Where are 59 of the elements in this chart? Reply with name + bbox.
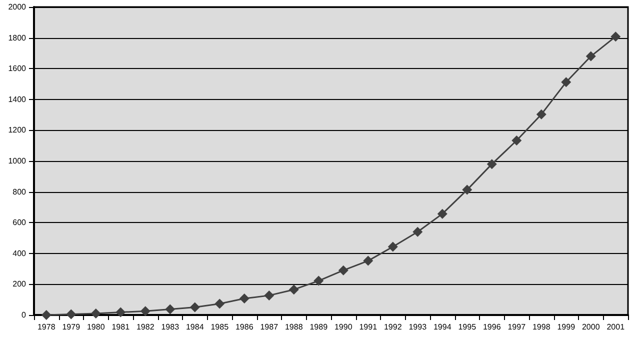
y-tick-label: 1000 [8, 156, 27, 166]
x-tick-label: 1980 [86, 322, 106, 332]
point [462, 184, 472, 195]
point [338, 265, 348, 276]
x-tick-label: 1994 [433, 322, 452, 332]
point [90, 308, 101, 318]
x-tick-label: 1991 [359, 322, 378, 332]
y-tick-label: 200 [12, 280, 27, 289]
x-tick-label: 1979 [62, 322, 81, 332]
x-tick-label: 2000 [582, 322, 600, 332]
y-tick-label: 0 [22, 310, 27, 320]
x-tick-label: 1997 [508, 322, 526, 332]
x-tick-label: 1998 [532, 322, 551, 332]
x-tick-label: 1984 [186, 322, 204, 332]
point [561, 77, 572, 88]
x-tick-label: 1987 [260, 322, 279, 332]
point [190, 302, 200, 312]
x-tick-label: 1981 [112, 322, 130, 332]
y-tick-label: 1400 [8, 94, 27, 104]
y-tick-label: 800 [12, 187, 27, 196]
y-tick-label: 2000 [8, 2, 27, 12]
point [512, 136, 522, 146]
point [314, 276, 324, 286]
x-tick-label: 1982 [136, 322, 155, 332]
y-tick-label: 1200 [8, 126, 27, 135]
y-tick-label: 1600 [8, 64, 27, 74]
y-tick-label: 400 [12, 248, 27, 258]
x-tick-label: 1985 [210, 322, 230, 332]
x-tick-label: 1986 [235, 322, 254, 332]
point [140, 306, 150, 316]
point [264, 290, 274, 300]
x-tick-label: 1993 [408, 322, 428, 332]
point [214, 298, 225, 309]
point [66, 309, 76, 320]
point [165, 304, 176, 314]
x-tick-label: 1995 [458, 322, 477, 332]
x-tick-label: 1978 [37, 322, 56, 332]
point [363, 256, 374, 266]
point [437, 208, 448, 219]
point [486, 159, 497, 170]
x-tick-label: 1996 [482, 322, 502, 332]
point [412, 226, 423, 237]
y-tick-label: 600 [12, 218, 27, 228]
x-tick-label: 1983 [161, 322, 180, 332]
point [610, 32, 621, 42]
point [239, 294, 250, 304]
y-tick-label: 1800 [8, 33, 27, 42]
x-tick-label: 2001 [606, 322, 626, 332]
point [586, 51, 596, 62]
point [116, 307, 126, 318]
x-tick-label: 1989 [310, 322, 328, 332]
x-tick-label: 1999 [557, 322, 576, 332]
x-tick-label: 1988 [284, 322, 304, 332]
x-tick-label: 1992 [384, 322, 402, 332]
x-tick-label: 1990 [334, 322, 353, 332]
point [41, 310, 52, 320]
point [536, 109, 546, 120]
point [388, 242, 398, 252]
point [288, 284, 299, 295]
